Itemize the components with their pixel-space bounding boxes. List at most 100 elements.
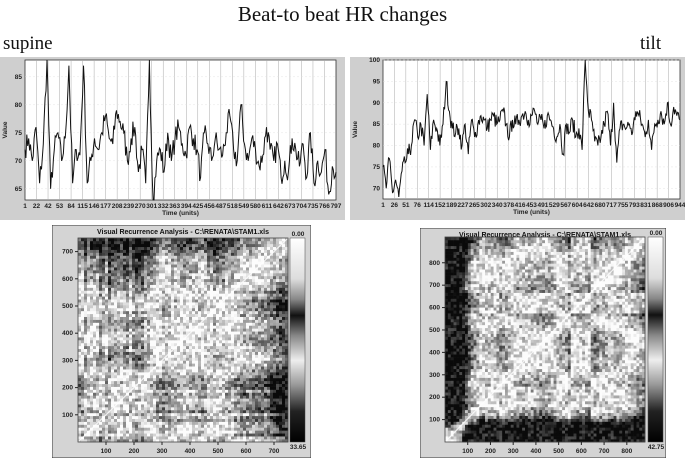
recurrence-cell (279, 363, 283, 367)
recurrence-cell (213, 366, 217, 370)
recurrence-cell (111, 258, 115, 262)
recurrence-cell (156, 345, 160, 350)
recurrence-cell (282, 325, 286, 329)
recurrence-cell (129, 407, 133, 411)
recurrence-cell (276, 386, 280, 390)
recurrence-cell (99, 313, 103, 317)
recurrence-cell (234, 299, 238, 303)
recurrence-cell (156, 369, 160, 373)
recurrence-cell (123, 240, 127, 245)
recurrence-cell (261, 264, 265, 268)
recurrence-cell (186, 407, 190, 411)
recurrence-cell (279, 374, 283, 379)
recurrence-cell (174, 325, 178, 329)
recurrence-cell (225, 430, 229, 434)
recurrence-cell (282, 372, 286, 376)
recurrence-cell (120, 377, 124, 382)
recurrence-cell (222, 331, 226, 335)
recurrence-cell (207, 296, 211, 300)
recurrence-cell (84, 296, 88, 300)
recurrence-cell (192, 316, 196, 320)
recurrence-cell (261, 287, 265, 291)
recurrence-cell (165, 377, 169, 382)
recurrence-cell (129, 342, 133, 347)
recurrence-cell (264, 267, 268, 271)
recurrence-cell (246, 325, 250, 329)
recurrence-cell (93, 252, 97, 256)
recurrence-cell (147, 380, 151, 385)
recurrence-cell (249, 389, 253, 393)
recurrence-cell (162, 404, 166, 408)
recurrence-cell (114, 305, 118, 309)
recurrence-cell (117, 345, 121, 350)
recurrence-cell (108, 436, 112, 440)
recurrence-cell (156, 261, 160, 265)
recurrence-cell (279, 293, 283, 297)
recurrence-cell (105, 386, 109, 390)
recurrence-cell (177, 313, 181, 317)
recurrence-cell (162, 307, 166, 312)
recurrence-cell (234, 319, 238, 323)
recurrence-cell (105, 348, 109, 352)
recurrence-cell (96, 372, 100, 376)
recurrence-cell (237, 258, 241, 262)
recurrence-cell (129, 348, 133, 352)
recurrence-cell (210, 392, 214, 396)
recurrence-cell (219, 275, 223, 280)
recurrence-cell (285, 322, 289, 326)
recurrence-cell (183, 261, 187, 265)
recurrence-cell (147, 322, 151, 326)
recurrence-cell (141, 392, 145, 396)
recurrence-cell (171, 430, 175, 434)
recurrence-cell (282, 369, 286, 373)
recurrence-cell (237, 430, 241, 434)
recurrence-cell (108, 374, 112, 379)
recurrence-cell (144, 270, 148, 274)
recurrence-cell (96, 424, 100, 428)
recurrence-cell (114, 415, 118, 419)
recurrence-cell (153, 240, 157, 245)
recurrence-cell (258, 337, 262, 341)
recurrence-cell (270, 421, 274, 425)
recurrence-cell (237, 249, 241, 253)
recurrence-cell (210, 360, 214, 364)
recurrence-cell (93, 322, 97, 326)
recurrence-cell (198, 421, 202, 425)
recurrence-cell (189, 372, 193, 376)
recurrence-cell (138, 243, 142, 248)
recurrence-cell (279, 340, 283, 344)
recurrence-cell (108, 398, 112, 402)
recurrence-cell (207, 240, 211, 245)
recurrence-cell (231, 433, 235, 437)
recurrence-cell (159, 401, 163, 405)
recurrence-cell (129, 307, 133, 312)
recurrence-cell (219, 351, 223, 355)
recurrence-cell (159, 240, 163, 245)
recurrence-cell (117, 328, 121, 332)
recurrence-cell (282, 261, 286, 265)
recurrence-cell (279, 348, 283, 352)
recurrence-cell (252, 272, 256, 277)
recurrence-cell (273, 380, 277, 385)
recurrence-cell (276, 310, 280, 315)
recurrence-cell (132, 392, 136, 396)
recurrence-cell (264, 380, 268, 385)
recurrence-cell (183, 322, 187, 326)
recurrence-cell (222, 340, 226, 344)
recurrence-cell (126, 401, 130, 405)
recurrence-cell (192, 354, 196, 358)
recurrence-cell (105, 372, 109, 376)
recurrence-cell (240, 345, 244, 350)
recurrence-cell (114, 366, 118, 370)
recurrence-cell (78, 360, 82, 364)
recurrence-cell (168, 412, 172, 417)
recurrence-cell (117, 372, 121, 376)
recurrence-cell (231, 325, 235, 329)
recurrence-cell (189, 421, 193, 425)
recurrence-cell (240, 383, 244, 387)
recurrence-cell (240, 299, 244, 303)
recurrence-cell (210, 348, 214, 352)
recurrence-cell (183, 427, 187, 431)
recurrence-cell (138, 296, 142, 300)
recurrence-cell (153, 351, 157, 355)
